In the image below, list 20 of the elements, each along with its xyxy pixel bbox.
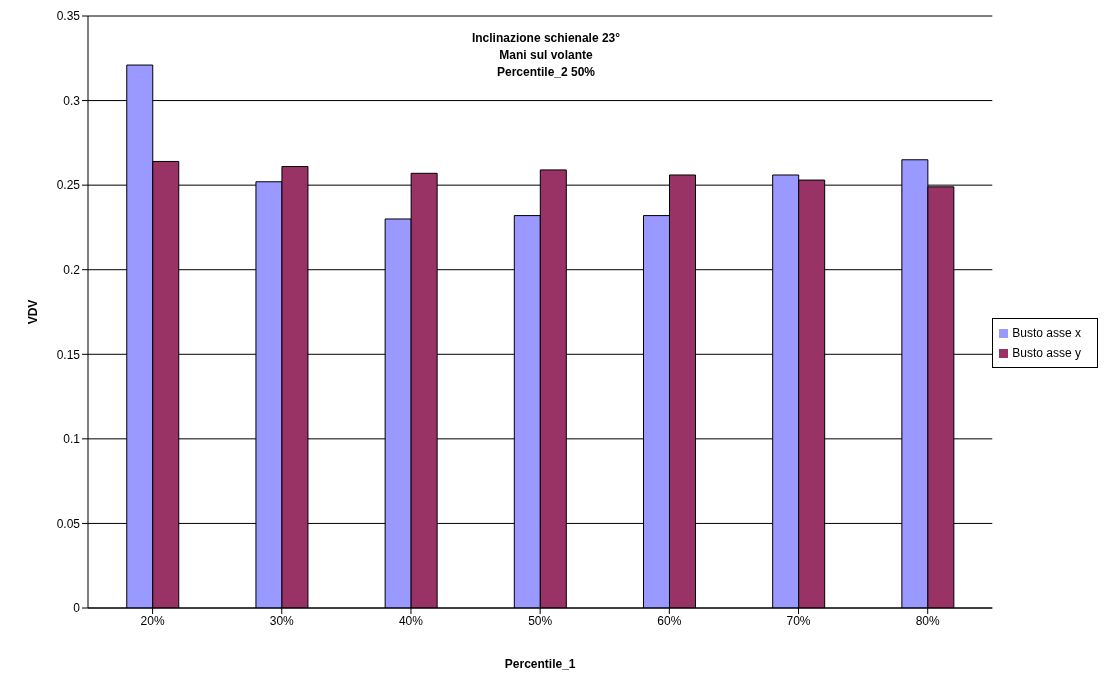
text: Inclinazione schienale 23° Mani sul volante Percentile_2 50% (470, 30, 622, 81)
x-axis-title: Percentile_1 (504, 657, 576, 671)
legend-label: Busto asse y (1012, 346, 1081, 360)
x-tick-label: 70% (786, 613, 811, 628)
x-tick-label: 20% (140, 613, 165, 628)
y-tick-label: 0 (73, 601, 81, 616)
x-tick-label: 40% (398, 613, 424, 628)
y-tick-label: 0.1 (63, 432, 81, 447)
x-tick-label: 60% (657, 613, 682, 628)
y-tick-label: 0.15 (56, 347, 81, 362)
y-tick-label: 0.3 (63, 93, 81, 108)
x-tick-label: 30% (269, 613, 295, 628)
y-tick-label: 0.35 (56, 9, 81, 24)
x-tick-label: 80% (915, 613, 941, 628)
x-tick-label: 50% (528, 613, 553, 628)
y-tick-label: 0.2 (63, 262, 81, 277)
y-tick-label: 0.25 (56, 178, 81, 193)
y-axis-title: VDV (26, 299, 41, 325)
legend-label: Busto asse x (1012, 326, 1081, 340)
y-tick-label: 0.05 (56, 516, 81, 531)
